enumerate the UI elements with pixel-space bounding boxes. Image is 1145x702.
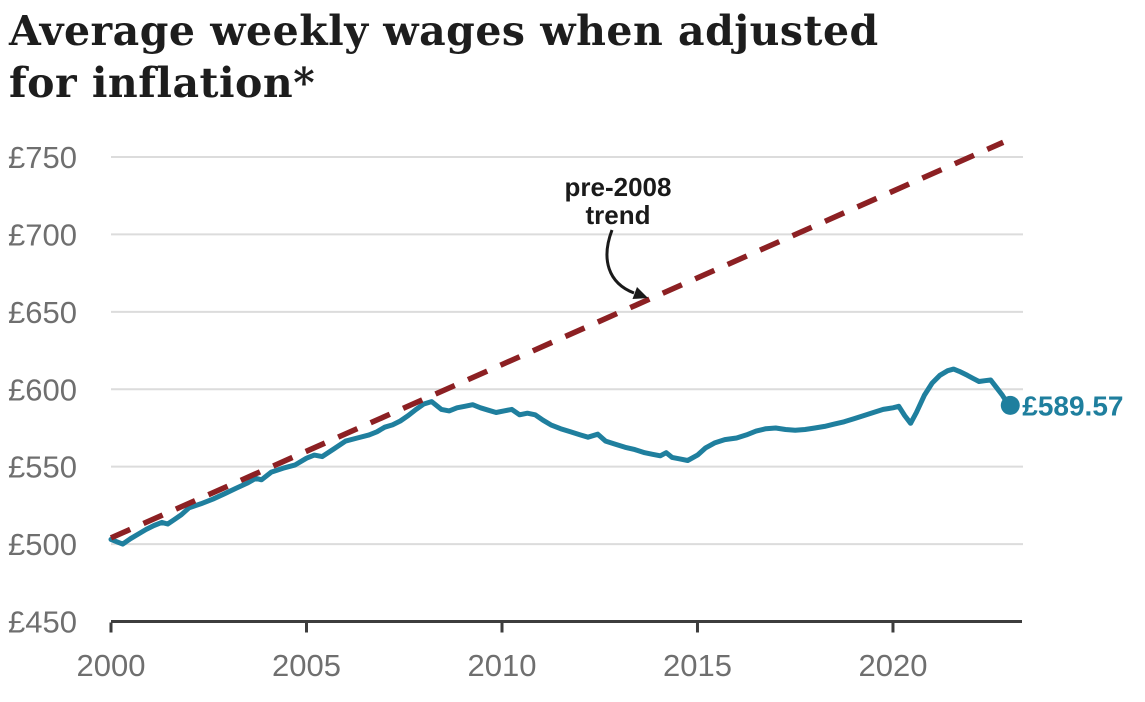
y-tick-label: £500 <box>8 527 77 562</box>
annotation-arrowhead <box>632 287 648 299</box>
chart-title-line-2: for inflation* <box>9 58 316 107</box>
wage-line-series <box>108 366 1013 547</box>
chart-title-line-1: Average weekly wages when adjusted <box>9 7 879 55</box>
x-tick-label: 2005 <box>272 648 341 683</box>
x-tick-label: 2020 <box>858 648 927 683</box>
y-tick-label: £600 <box>8 372 77 407</box>
chart-title: Average weekly wages when adjusted for i… <box>9 6 879 109</box>
y-tick-label: £450 <box>8 605 77 640</box>
annotation-arrow <box>605 229 635 295</box>
x-tick-label: 2010 <box>468 648 537 683</box>
y-tick-label: £700 <box>8 217 77 252</box>
annotation-line-2: trend <box>586 200 651 230</box>
y-axis-labels: £750 £700 £650 £600 £550 £500 £450 <box>8 140 77 640</box>
annotation-line-1: pre-2008 <box>565 172 672 202</box>
y-tick-label: £750 <box>8 140 77 175</box>
pre-2008-trend-line <box>109 139 1005 541</box>
x-tick-label: 2015 <box>663 648 732 683</box>
latest-value-label: £589.57 <box>1022 390 1123 421</box>
x-axis: 2000 2005 2010 2015 2020 <box>77 620 1022 683</box>
latest-value-dot <box>1000 395 1020 415</box>
y-tick-label: £550 <box>8 450 77 485</box>
gridlines <box>111 156 1023 546</box>
x-tick-label: 2000 <box>77 648 146 683</box>
y-tick-label: £650 <box>8 295 77 330</box>
